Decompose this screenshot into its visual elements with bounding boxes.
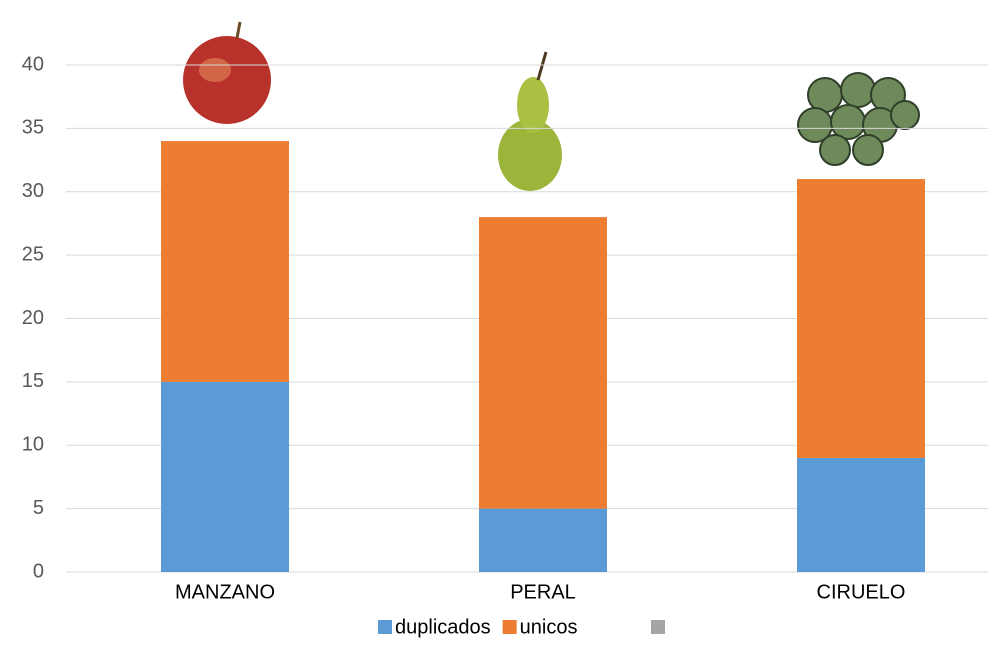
y-tick-label: 10 — [22, 434, 44, 456]
y-tick-label: 30 — [22, 180, 44, 202]
bar-segment — [161, 382, 289, 572]
bar-segment — [161, 141, 289, 382]
bar-segment — [797, 458, 925, 572]
x-tick-label: MANZANO — [175, 581, 275, 603]
apple — [183, 36, 271, 124]
y-tick-label: 40 — [22, 53, 44, 75]
bar-segment — [479, 217, 607, 509]
bar-segment — [479, 509, 607, 572]
y-tick-label: 5 — [33, 497, 44, 519]
y-tick-label: 20 — [22, 307, 44, 329]
y-tick-label: 0 — [33, 560, 44, 582]
apple-shine — [199, 58, 231, 82]
x-tick-label: CIRUELO — [817, 581, 906, 603]
y-tick-label: 25 — [22, 243, 44, 265]
legend-label: unicos — [520, 616, 578, 638]
bar-segment — [797, 179, 925, 458]
legend-swatch-unlabeled — [651, 620, 665, 634]
y-tick-label: 15 — [22, 370, 44, 392]
legend: duplicados unicos — [378, 616, 665, 638]
chart: duplicados unicos 0 5 10 15 20 25 30 35 40 MANZANO… — [0, 0, 1005, 641]
x-tick-label: PERAL — [510, 581, 576, 603]
legend-label: duplicados — [395, 616, 491, 638]
legend-swatch — [503, 620, 517, 634]
y-tick-label: 35 — [22, 117, 44, 139]
legend-swatch — [378, 620, 392, 634]
pear-neck — [517, 77, 549, 133]
fruit-pictures — [178, 20, 919, 195]
